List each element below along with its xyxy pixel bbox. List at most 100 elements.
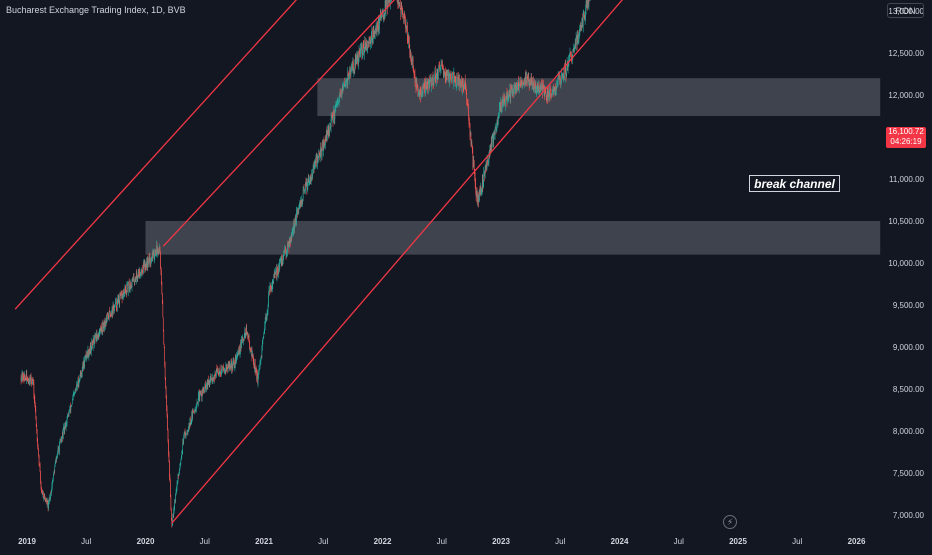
candle-up xyxy=(520,80,522,86)
candle-up xyxy=(242,337,243,340)
last-price-label: 16,100.72 xyxy=(888,127,924,136)
candle-down xyxy=(133,275,135,282)
candle-up xyxy=(462,78,463,91)
candle-up xyxy=(360,48,361,57)
candle-down xyxy=(377,28,379,32)
candle-up xyxy=(492,134,494,136)
candle-up xyxy=(264,320,266,326)
candle-down xyxy=(269,290,270,292)
candle-down xyxy=(514,87,515,88)
tradingview-logo-icon[interactable]: ⚡ xyxy=(723,515,737,529)
candle-up xyxy=(581,18,583,24)
candle-up xyxy=(506,93,507,99)
candle-up xyxy=(291,232,293,238)
candle-up xyxy=(243,339,244,342)
candle-up xyxy=(299,200,301,206)
candle-up xyxy=(312,173,313,178)
candle-up xyxy=(384,12,385,17)
candle-down xyxy=(126,292,127,294)
candle-down xyxy=(178,474,179,476)
candle-up xyxy=(91,341,93,347)
candle-down xyxy=(44,498,46,501)
candle-down xyxy=(43,492,44,498)
candle-down xyxy=(299,200,301,206)
candle-up xyxy=(348,78,350,80)
candle-down xyxy=(432,77,434,85)
candle-down xyxy=(558,76,560,77)
candle-up xyxy=(483,172,485,173)
candle-down xyxy=(148,260,149,266)
candle-up xyxy=(65,423,67,429)
candle-up xyxy=(90,346,92,353)
candle-up xyxy=(322,140,323,148)
candle-down xyxy=(523,82,524,85)
candle-up xyxy=(314,164,315,169)
candle-down xyxy=(311,173,313,178)
candle-up xyxy=(538,85,539,89)
candle-up xyxy=(449,73,451,75)
candle-up xyxy=(202,387,204,392)
candle-up xyxy=(135,278,136,281)
candle-up xyxy=(32,379,33,385)
candle-up xyxy=(174,499,175,508)
candle-down xyxy=(285,252,287,256)
currency-button[interactable]: RON xyxy=(887,3,924,18)
candle-down xyxy=(80,373,82,375)
candle-down xyxy=(88,349,89,357)
candle-down xyxy=(238,351,239,354)
candle-up xyxy=(330,119,332,128)
candle-up xyxy=(536,83,538,89)
candle-up xyxy=(286,252,287,256)
candle-up xyxy=(536,88,538,92)
candle-down xyxy=(135,278,137,282)
candle-up xyxy=(145,265,147,270)
candle-up xyxy=(116,300,118,309)
candle-down xyxy=(389,0,391,4)
candle-down xyxy=(523,84,525,86)
candle-down xyxy=(546,99,548,100)
candle-up xyxy=(246,332,248,333)
candle-down xyxy=(50,493,52,494)
candle-up xyxy=(129,283,131,289)
candle-up xyxy=(77,379,79,385)
candle-up xyxy=(335,102,337,104)
candle-up xyxy=(540,83,541,93)
candle-down xyxy=(23,379,25,382)
candle-up xyxy=(317,158,318,166)
candle-down xyxy=(240,342,242,348)
candle-up xyxy=(539,86,540,92)
candle-down xyxy=(174,499,176,501)
last-price-tag: 16,100.72 04:26:19 xyxy=(886,127,926,148)
candle-up xyxy=(447,74,449,77)
x-tick-label: 2024 xyxy=(611,537,629,546)
candle-up xyxy=(89,350,90,354)
candle-down xyxy=(22,372,23,380)
candle-up xyxy=(204,389,205,392)
candle-down xyxy=(107,313,109,318)
candle-down xyxy=(288,242,290,248)
candle-up xyxy=(357,52,358,61)
candle-up xyxy=(96,333,97,342)
y-tick-label: 11,000.00 xyxy=(889,175,925,184)
candle-up xyxy=(563,75,564,78)
candle-up xyxy=(576,35,577,38)
candle-up xyxy=(536,91,537,92)
break-channel-annotation[interactable]: break channel xyxy=(749,175,840,192)
candle-down xyxy=(547,91,548,99)
candle-up xyxy=(379,19,380,30)
candle-down xyxy=(476,191,478,198)
x-tick-label: Jul xyxy=(318,537,328,546)
candle-up xyxy=(503,103,504,105)
candle-down xyxy=(106,317,108,320)
candle-up xyxy=(152,250,154,258)
candle-up xyxy=(141,269,143,274)
candle-up xyxy=(75,388,76,392)
candle-down xyxy=(369,39,371,45)
y-tick-label: 12,000.00 xyxy=(888,91,924,100)
candle-up xyxy=(67,414,68,419)
candle-down xyxy=(216,368,218,370)
candle-up xyxy=(123,292,124,298)
candle-down xyxy=(475,189,477,197)
candle-up xyxy=(129,288,130,289)
